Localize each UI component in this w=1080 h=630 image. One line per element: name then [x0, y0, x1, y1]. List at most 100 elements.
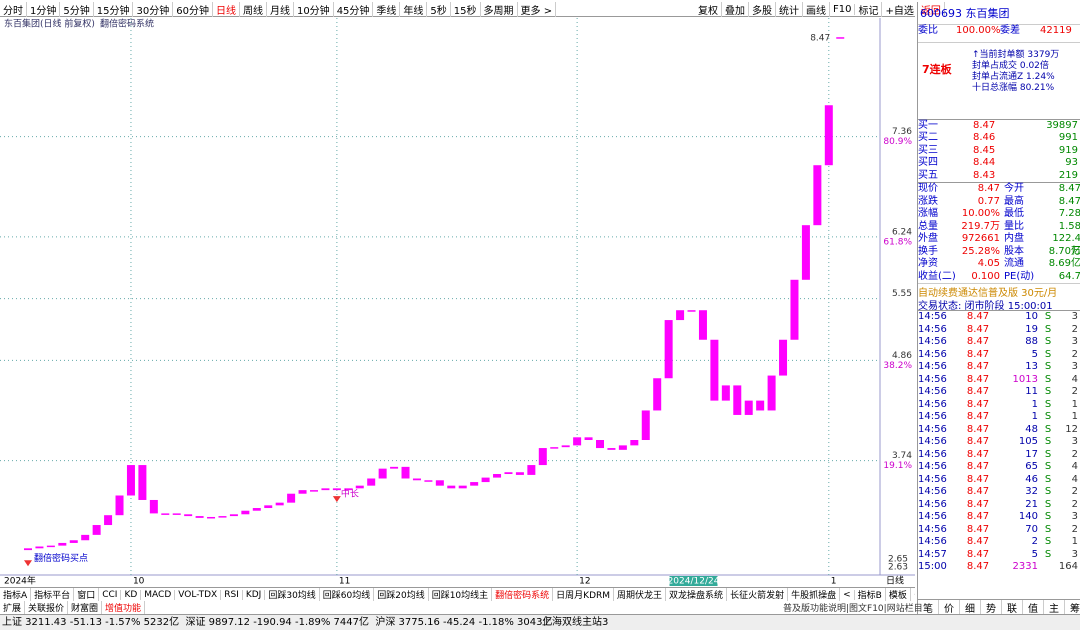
candle-body: [241, 510, 250, 515]
note: 封单占成交 0.02倍: [972, 60, 1049, 71]
period-tab[interactable]: 10分钟: [294, 1, 334, 17]
indicator-tab[interactable]: 双龙操盘系统: [666, 588, 728, 601]
candle-body: [275, 502, 284, 506]
period-tab[interactable]: 月线: [267, 1, 294, 17]
cell: 8.43: [973, 169, 996, 181]
indicator-tab[interactable]: 回踩20均线: [374, 588, 429, 601]
indicator-tab[interactable]: 模板: [886, 588, 911, 601]
quote-tab[interactable]: 筹: [1065, 600, 1080, 615]
candle-body: [264, 505, 273, 509]
cell: S: [1044, 336, 1052, 347]
cell: 14:57: [918, 548, 947, 560]
cell: 净资: [918, 258, 938, 269]
indicator-tab[interactable]: KDJ: [243, 589, 266, 600]
period-tab[interactable]: 1分钟: [27, 1, 61, 17]
cell: 3: [1071, 511, 1078, 522]
indicator-tab[interactable]: VOL-TDX: [175, 589, 222, 600]
cell: 5: [1031, 348, 1038, 360]
ext-tab[interactable]: 扩展: [0, 600, 26, 614]
indicator-tab[interactable]: CCI: [99, 589, 122, 600]
period-tab[interactable]: 季线: [373, 1, 401, 17]
cell: 买三: [918, 144, 938, 156]
ext-tab[interactable]: 增值功能: [102, 600, 146, 614]
indicator-tab[interactable]: 牛股抓操盘: [788, 588, 841, 601]
tool-button[interactable]: 返回: [918, 1, 945, 17]
quote-tab[interactable]: 价: [939, 599, 960, 615]
candle-body: [550, 447, 559, 449]
quote-tab[interactable]: 细: [960, 599, 981, 615]
indicator-tab[interactable]: 指标A: [0, 588, 32, 601]
period-tab[interactable]: 周线: [240, 1, 267, 17]
candle-body: [287, 493, 296, 503]
help-link[interactable]: 普及版功能说明|图文F10|网站栏目: [783, 604, 923, 614]
indicator-tab[interactable]: +: [911, 590, 915, 600]
cell: 88: [1025, 336, 1038, 347]
tool-button[interactable]: 画线: [803, 1, 830, 17]
indicator-tab[interactable]: 翻倍密码系统: [492, 588, 554, 601]
period-tab[interactable]: 多周期: [481, 1, 518, 17]
indicator-tab[interactable]: 指标平台: [31, 588, 75, 601]
quote-tab[interactable]: 势: [981, 599, 1002, 615]
tool-button[interactable]: 统计: [776, 1, 803, 17]
cell: 0.77: [977, 195, 1000, 207]
quote-tab[interactable]: 笔: [918, 599, 939, 615]
period-tab[interactable]: 15分钟: [94, 1, 134, 17]
indicator-tab[interactable]: 周期伏龙王: [614, 588, 667, 601]
cell: 8.47: [966, 336, 990, 347]
cell: 8.45: [973, 144, 996, 156]
cursor-date: 2024/12/24: [668, 577, 720, 587]
period-tab[interactable]: 分时: [0, 1, 27, 17]
period-tab[interactable]: 日线: [213, 1, 240, 17]
indicator-tab[interactable]: 指标B: [855, 588, 886, 601]
quote-tab[interactable]: 联: [1002, 599, 1023, 615]
indicator-tab[interactable]: 回踩10均线主: [429, 588, 493, 601]
row: 14:56 8.47 88 S 3: [918, 336, 1080, 349]
candle-body: [493, 474, 502, 478]
cell: 8.47: [977, 183, 1000, 194]
period-tab[interactable]: 5秒: [427, 1, 451, 17]
row: 外盘 972661 内盘 122.4万: [918, 233, 1080, 257]
tool-button[interactable]: 叠加: [722, 1, 749, 17]
indicator-tab[interactable]: 回踩30均线: [265, 588, 320, 601]
period-tab[interactable]: 年线: [400, 1, 428, 17]
quote-tab[interactable]: 值: [1023, 599, 1044, 615]
period-tab[interactable]: 30分钟: [133, 1, 174, 17]
indicator-tab[interactable]: 窗口: [74, 588, 100, 601]
period-tab[interactable]: 5分钟: [60, 1, 94, 17]
indicator-tab[interactable]: 日周月KDRM: [553, 588, 615, 601]
cell: 现价: [918, 183, 938, 194]
period-tab[interactable]: 60分钟: [173, 1, 213, 17]
order-book: 买一 8.47 39897 买二 8.46 991 买三 8.45 919 买四 8.44 93 买五 8…: [918, 118, 1080, 183]
tool-button[interactable]: 复权: [695, 1, 722, 17]
fib-label: 61.8%: [883, 237, 912, 247]
candle-body: [538, 448, 547, 466]
tool-button[interactable]: 标记: [855, 1, 883, 17]
cell: 8.46: [973, 132, 996, 143]
indicator-tab[interactable]: MACD: [141, 589, 176, 600]
candle-body: [596, 440, 604, 449]
row: 买一 8.47 39897: [918, 120, 1080, 133]
indicator-tab[interactable]: 长征火箭发射: [727, 588, 789, 601]
period-tab[interactable]: 更多 >: [518, 1, 557, 17]
cell: 972661: [961, 233, 1000, 244]
tool-button[interactable]: F10: [830, 3, 856, 15]
cell: 0.100: [971, 270, 1000, 282]
indicator-tab[interactable]: <: [840, 589, 855, 600]
ext-tab[interactable]: 财富圈: [68, 600, 103, 614]
quote-tab[interactable]: 主: [1044, 599, 1065, 615]
candle-body: [218, 516, 227, 518]
candle-body: [767, 375, 776, 411]
tool-button[interactable]: 多股: [749, 1, 776, 17]
indicator-tab[interactable]: 回踩60均线: [320, 588, 375, 601]
low-label: 2.65: [888, 555, 908, 565]
period-tab[interactable]: 15秒: [451, 1, 481, 17]
ext-tab[interactable]: 关联报价: [25, 600, 69, 614]
cell: S: [1044, 323, 1052, 335]
stock-code: 600693 东百集团: [920, 7, 1010, 20]
row: 14:56 8.47 21 S 2: [918, 499, 1080, 512]
indicator-tab[interactable]: RSI: [221, 589, 243, 600]
cell: 14:56: [918, 423, 947, 435]
cell: [1038, 561, 1058, 574]
period-tab[interactable]: 45分钟: [334, 1, 374, 17]
indicator-tab[interactable]: KD: [121, 589, 142, 600]
